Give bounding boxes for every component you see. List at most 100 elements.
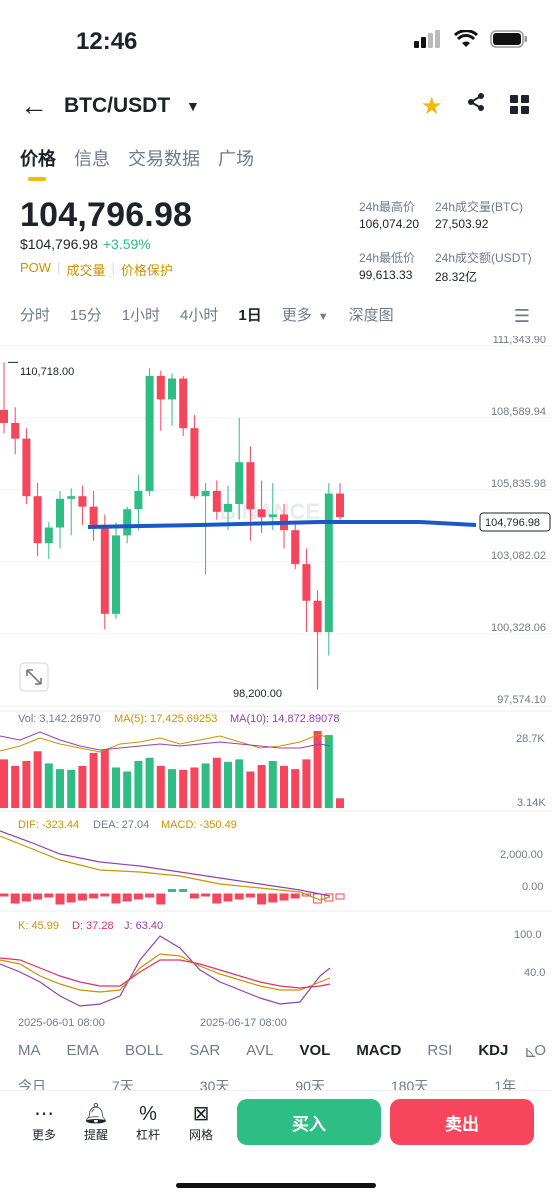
range-1y[interactable]: 1年: [494, 1078, 517, 1090]
high-value: 106,074.20: [359, 217, 420, 231]
indicator-ma[interactable]: MA: [18, 1042, 41, 1059]
more-button[interactable]: ⋯ 更多: [24, 1102, 64, 1143]
volume-bar: [280, 765, 288, 808]
pair-title[interactable]: BTC/USDT: [64, 94, 171, 117]
volume-bar: [112, 767, 120, 808]
vol-btc-label: 24h成交量(BTC): [435, 200, 524, 214]
period-1d[interactable]: 1日: [238, 307, 262, 324]
volume-bar: [212, 757, 221, 808]
indicator-ema[interactable]: EMA: [66, 1042, 100, 1059]
low-value: 99,613.33: [359, 268, 413, 282]
leverage-label: 杠杆: [135, 1128, 160, 1142]
high-marker-label: 110,718.00: [20, 366, 74, 378]
macd-histogram-bar: [335, 893, 345, 900]
price-axis-label: 97,574.10: [497, 694, 546, 706]
battery-icon: [490, 30, 527, 48]
back-arrow-icon[interactable]: ←: [20, 90, 48, 121]
indicator-macd[interactable]: MACD: [356, 1042, 402, 1059]
date-label-1: 2025-06-01 08:00: [18, 1017, 105, 1026]
drawn-trendline[interactable]: [87, 520, 477, 529]
indicator-tabs: MA EMA BOLL SAR AVL VOL MACD RSI KDJ O: [18, 1042, 546, 1059]
volume-bar: [190, 767, 199, 808]
volume-bar: [324, 735, 333, 808]
share-icon[interactable]: [466, 92, 486, 118]
chip-volume[interactable]: 成交量: [66, 263, 106, 278]
indicator-sar[interactable]: SAR: [189, 1042, 221, 1059]
period-timeline[interactable]: 分时: [20, 307, 51, 324]
macd-histogram-bar: [133, 893, 143, 900]
wifi-icon: [454, 30, 478, 47]
layout-grid-icon[interactable]: [510, 95, 529, 114]
status-icons: [414, 30, 528, 48]
macd-histogram-bar: [257, 893, 267, 905]
volume-bar: [134, 760, 143, 808]
vol-ma5-line: [0, 733, 331, 753]
sell-button[interactable]: 卖出: [390, 1099, 534, 1145]
candle-body: [291, 530, 300, 565]
kdj-axis-mid: 40.0: [524, 967, 545, 979]
volume-bar: [201, 763, 210, 808]
indicator-more[interactable]: O: [534, 1042, 547, 1059]
candle-body: [224, 504, 232, 512]
depth-chart-tab[interactable]: 深度图: [348, 307, 394, 324]
volume-bar: [44, 763, 53, 808]
indicator-avl[interactable]: AVL: [246, 1042, 274, 1059]
buy-button[interactable]: 买入: [237, 1099, 381, 1145]
candle-body: [168, 378, 176, 400]
candle-body: [268, 514, 277, 518]
range-90d[interactable]: 90天: [295, 1078, 325, 1090]
macd-histogram-bar: [290, 893, 300, 899]
volume-bar: [336, 798, 344, 808]
macd-histogram-bar: [77, 893, 87, 901]
indicator-boll[interactable]: BOLL: [125, 1042, 164, 1059]
candle-body: [0, 409, 8, 423]
volume-bar: [235, 759, 244, 808]
indicator-vol[interactable]: VOL: [299, 1042, 331, 1059]
period-more[interactable]: 更多 ▼: [282, 304, 329, 325]
macd-histogram-bar: [245, 893, 255, 898]
k-legend: K: 45.99: [18, 920, 59, 932]
macd-histogram-bar: [21, 893, 31, 902]
kline-chart[interactable]: 110,718.00 98,200.00 BINANCE 111,343.90 1…: [0, 336, 552, 1026]
grid-trading-button[interactable]: ⊠ 网格: [181, 1102, 221, 1143]
vol-usdt-label: 24h成交额(USDT): [435, 251, 532, 265]
period-1h[interactable]: 1小时: [121, 307, 161, 324]
caret-down-icon[interactable]: ▼: [186, 98, 200, 114]
period-4h[interactable]: 4小时: [180, 307, 219, 324]
dif-legend: DIF: -323.44: [18, 819, 79, 831]
candle-body: [302, 564, 311, 601]
favorite-star-icon[interactable]: ★: [421, 93, 443, 120]
range-today[interactable]: 今日: [18, 1078, 46, 1090]
range-30d[interactable]: 30天: [199, 1078, 230, 1090]
leverage-button[interactable]: % 杠杆: [128, 1102, 168, 1143]
tab-trading-data[interactable]: 交易数据: [128, 149, 200, 169]
ma10-legend: MA(10): 14,872.89078: [230, 713, 339, 725]
range-row: 今日 7天 30天 90天 180天 1年: [18, 1076, 516, 1090]
dif-line: [0, 835, 331, 901]
macd-legend: MACD: -350.49: [161, 819, 237, 831]
indicator-kdj[interactable]: KDJ: [478, 1042, 509, 1059]
vol-axis-top: 28.7K: [516, 733, 545, 745]
period-15m[interactable]: 15分: [70, 307, 102, 324]
tab-price[interactable]: 价格: [20, 149, 56, 169]
current-price-tag: 104,796.98: [479, 512, 551, 532]
chart-settings-icon[interactable]: ☰: [513, 306, 530, 326]
chip-price-protection[interactable]: 价格保护: [120, 263, 173, 278]
macd-histogram-bar: [100, 893, 110, 897]
chip-pow[interactable]: POW: [20, 260, 52, 275]
macd-histogram-bar: [189, 893, 199, 899]
macd-histogram-bar: [156, 893, 166, 905]
candle-body: [89, 506, 98, 525]
volume-bar: [123, 771, 132, 808]
candle-body: [11, 422, 20, 439]
fullscreen-icon[interactable]: [19, 662, 49, 692]
tab-square[interactable]: 广场: [218, 149, 254, 169]
volume-bar: [257, 765, 266, 808]
indicator-rsi[interactable]: RSI: [427, 1042, 453, 1059]
range-7d[interactable]: 7天: [112, 1078, 134, 1090]
range-180d[interactable]: 180天: [390, 1078, 429, 1090]
indicator-settings-icon[interactable]: ⊾: [524, 1044, 538, 1061]
tab-info[interactable]: 信息: [74, 149, 110, 169]
candle-body: [336, 493, 344, 518]
alert-button[interactable]: 🔔︎ 提醒: [76, 1102, 116, 1143]
